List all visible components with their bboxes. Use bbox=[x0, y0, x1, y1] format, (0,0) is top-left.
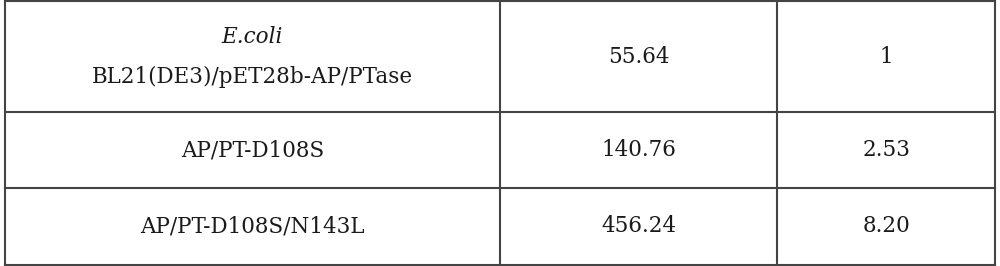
Text: 55.64: 55.64 bbox=[608, 46, 669, 68]
Text: 1: 1 bbox=[879, 46, 893, 68]
Text: 140.76: 140.76 bbox=[601, 139, 676, 161]
Text: 2.53: 2.53 bbox=[862, 139, 910, 161]
Text: E.coli: E.coli bbox=[222, 26, 283, 48]
Text: AP/PT-D108S/N143L: AP/PT-D108S/N143L bbox=[140, 215, 365, 238]
Text: 8.20: 8.20 bbox=[862, 215, 910, 238]
Text: 456.24: 456.24 bbox=[601, 215, 676, 238]
Text: BL21(DE3)/pET28b-AP/PTase: BL21(DE3)/pET28b-AP/PTase bbox=[92, 65, 413, 88]
Text: AP/PT-D108S: AP/PT-D108S bbox=[181, 139, 324, 161]
